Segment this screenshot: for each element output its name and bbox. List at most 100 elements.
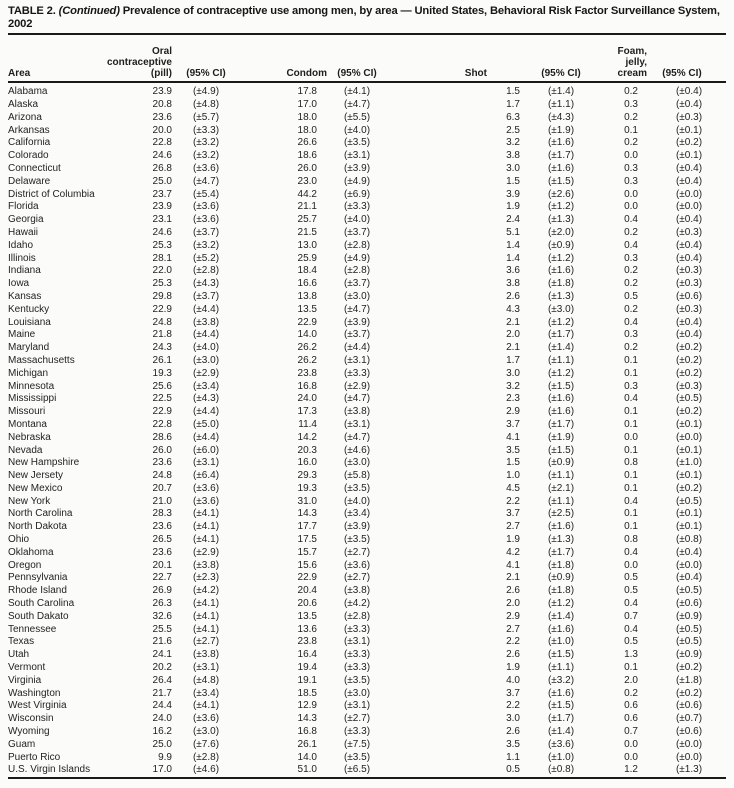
shot-value: 1.7 [506, 354, 520, 366]
pill-ci: (±6.4) [192, 470, 220, 482]
shot-value: 2.9 [506, 610, 520, 622]
table-row: Arkansas 20.0 (±3.3) 18.0 (±4.0) 2.5 (±1.9) 0.1… [8, 125, 726, 138]
shot-value: 2.0 [506, 598, 520, 610]
foam-ci: (±0.0) [675, 188, 703, 200]
shot-ci: (±1.2) [547, 367, 575, 379]
shot-value: 3.7 [506, 508, 520, 520]
condom-ci: (±2.7) [343, 546, 371, 558]
foam-value: 0.1 [624, 406, 638, 418]
shot-value: 2.2 [506, 700, 520, 712]
foam-value: 0.0 [624, 431, 638, 443]
condom-value: 22.9 [297, 316, 317, 328]
condom-value: 14.3 [297, 508, 317, 520]
shot-ci: (±1.7) [547, 713, 575, 725]
pill-value: 23.9 [152, 86, 172, 98]
shot-value: 2.6 [506, 649, 520, 661]
pill-value: 24.6 [152, 150, 172, 162]
condom-ci: (±5.5) [343, 111, 371, 123]
condom-ci: (±3.1) [343, 700, 371, 712]
shot-ci: (±1.6) [547, 137, 575, 149]
shot-value: 1.1 [506, 751, 520, 763]
pill-ci: (±4.1) [192, 623, 220, 635]
table-row: Guam 25.0 (±7.6) 26.1 (±7.5) 3.5 (±3.6) 0.0 (±0.… [8, 739, 726, 752]
shot-ci: (±1.6) [547, 521, 575, 533]
condom-value: 23.0 [297, 175, 317, 187]
shot-value: 4.2 [506, 546, 520, 558]
area-cell: Connecticut [8, 162, 61, 174]
foam-value: 0.0 [624, 150, 638, 162]
pill-value: 28.3 [152, 508, 172, 520]
foam-ci: (±0.5) [675, 636, 703, 648]
condom-ci: (±3.5) [343, 534, 371, 546]
area-cell: New York [8, 495, 51, 507]
foam-value: 0.3 [624, 175, 638, 187]
condom-value: 31.0 [297, 495, 317, 507]
pill-ci: (±3.0) [192, 354, 220, 366]
condom-value: 15.7 [297, 546, 317, 558]
pill-value: 25.3 [152, 239, 172, 251]
condom-value: 15.6 [297, 559, 317, 571]
table-row: West Virginia 24.4 (±4.1) 12.9 (±3.1) 2.2 (±1.… [8, 700, 726, 713]
condom-value: 20.4 [297, 585, 317, 597]
condom-value: 17.8 [297, 86, 317, 98]
foam-ci: (±0.3) [675, 380, 703, 392]
area-cell: Utah [8, 649, 30, 661]
contraceptive-prevalence-table: Area Oral contraceptive (pill) (95% CI) … [8, 33, 726, 779]
condom-value: 16.4 [297, 649, 317, 661]
pill-value: 25.0 [152, 175, 172, 187]
pill-ci: (±3.0) [192, 726, 220, 738]
area-cell: District of Columbia [8, 188, 95, 200]
pill-value: 25.0 [152, 738, 172, 750]
foam-value: 0.7 [624, 610, 638, 622]
area-cell: Michigan [8, 367, 49, 379]
shot-ci: (±1.3) [547, 214, 575, 226]
table-row: Iowa 25.3 (±4.3) 16.6 (±3.7) 3.8 (±1.8) 0.2 (±0.… [8, 278, 726, 291]
shot-ci: (±1.5) [547, 700, 575, 712]
foam-value: 0.4 [624, 393, 638, 405]
table-row: Washington 21.7 (±3.4) 18.5 (±3.0) 3.7 (±1.6) 0… [8, 688, 726, 701]
condom-ci: (±3.3) [343, 623, 371, 635]
condom-ci: (±3.8) [343, 585, 371, 597]
shot-value: 1.5 [506, 457, 520, 469]
area-cell: Florida [8, 201, 39, 213]
pill-ci: (±3.7) [192, 290, 220, 302]
condom-ci: (±2.7) [343, 572, 371, 584]
area-cell: Maine [8, 329, 36, 341]
shot-ci: (±1.1) [547, 354, 575, 366]
area-cell: Indiana [8, 265, 41, 277]
foam-value: 0.8 [624, 534, 638, 546]
condom-value: 13.5 [297, 303, 317, 315]
condom-value: 26.1 [297, 738, 317, 750]
pill-value: 26.0 [152, 444, 172, 456]
pill-ci: (±4.1) [192, 508, 220, 520]
pill-value: 21.8 [152, 329, 172, 341]
shot-value: 0.5 [506, 764, 520, 776]
foam-ci: (±1.8) [675, 674, 703, 686]
condom-ci: (±3.1) [343, 418, 371, 430]
pill-ci: (±6.0) [192, 444, 220, 456]
area-cell: Missouri [8, 406, 46, 418]
shot-ci: (±4.3) [547, 111, 575, 123]
shot-value: 1.0 [506, 470, 520, 482]
condom-value: 26.2 [297, 342, 317, 354]
shot-ci: (±3.2) [547, 674, 575, 686]
pill-ci: (±3.6) [192, 162, 220, 174]
foam-ci: (±0.5) [675, 393, 703, 405]
foam-ci: (±0.1) [675, 418, 703, 430]
pill-ci: (±3.8) [192, 316, 220, 328]
shot-value: 2.4 [506, 214, 520, 226]
shot-value: 1.9 [506, 662, 520, 674]
condom-ci: (±3.3) [343, 662, 371, 674]
pill-ci: (±7.6) [192, 738, 220, 750]
pill-value: 22.8 [152, 137, 172, 149]
shot-ci: (±1.6) [547, 162, 575, 174]
shot-ci: (±1.2) [547, 201, 575, 213]
pill-ci: (±3.4) [192, 380, 220, 392]
table-row: Massachusetts 26.1 (±3.0) 26.2 (±3.1) 1.7 (±1.… [8, 355, 726, 368]
pill-ci: (±4.1) [192, 598, 220, 610]
condom-ci: (±3.0) [343, 290, 371, 302]
foam-ci: (±0.1) [675, 521, 703, 533]
condom-ci: (±3.1) [343, 150, 371, 162]
shot-ci: (±1.7) [547, 418, 575, 430]
condom-ci: (±3.1) [343, 354, 371, 366]
